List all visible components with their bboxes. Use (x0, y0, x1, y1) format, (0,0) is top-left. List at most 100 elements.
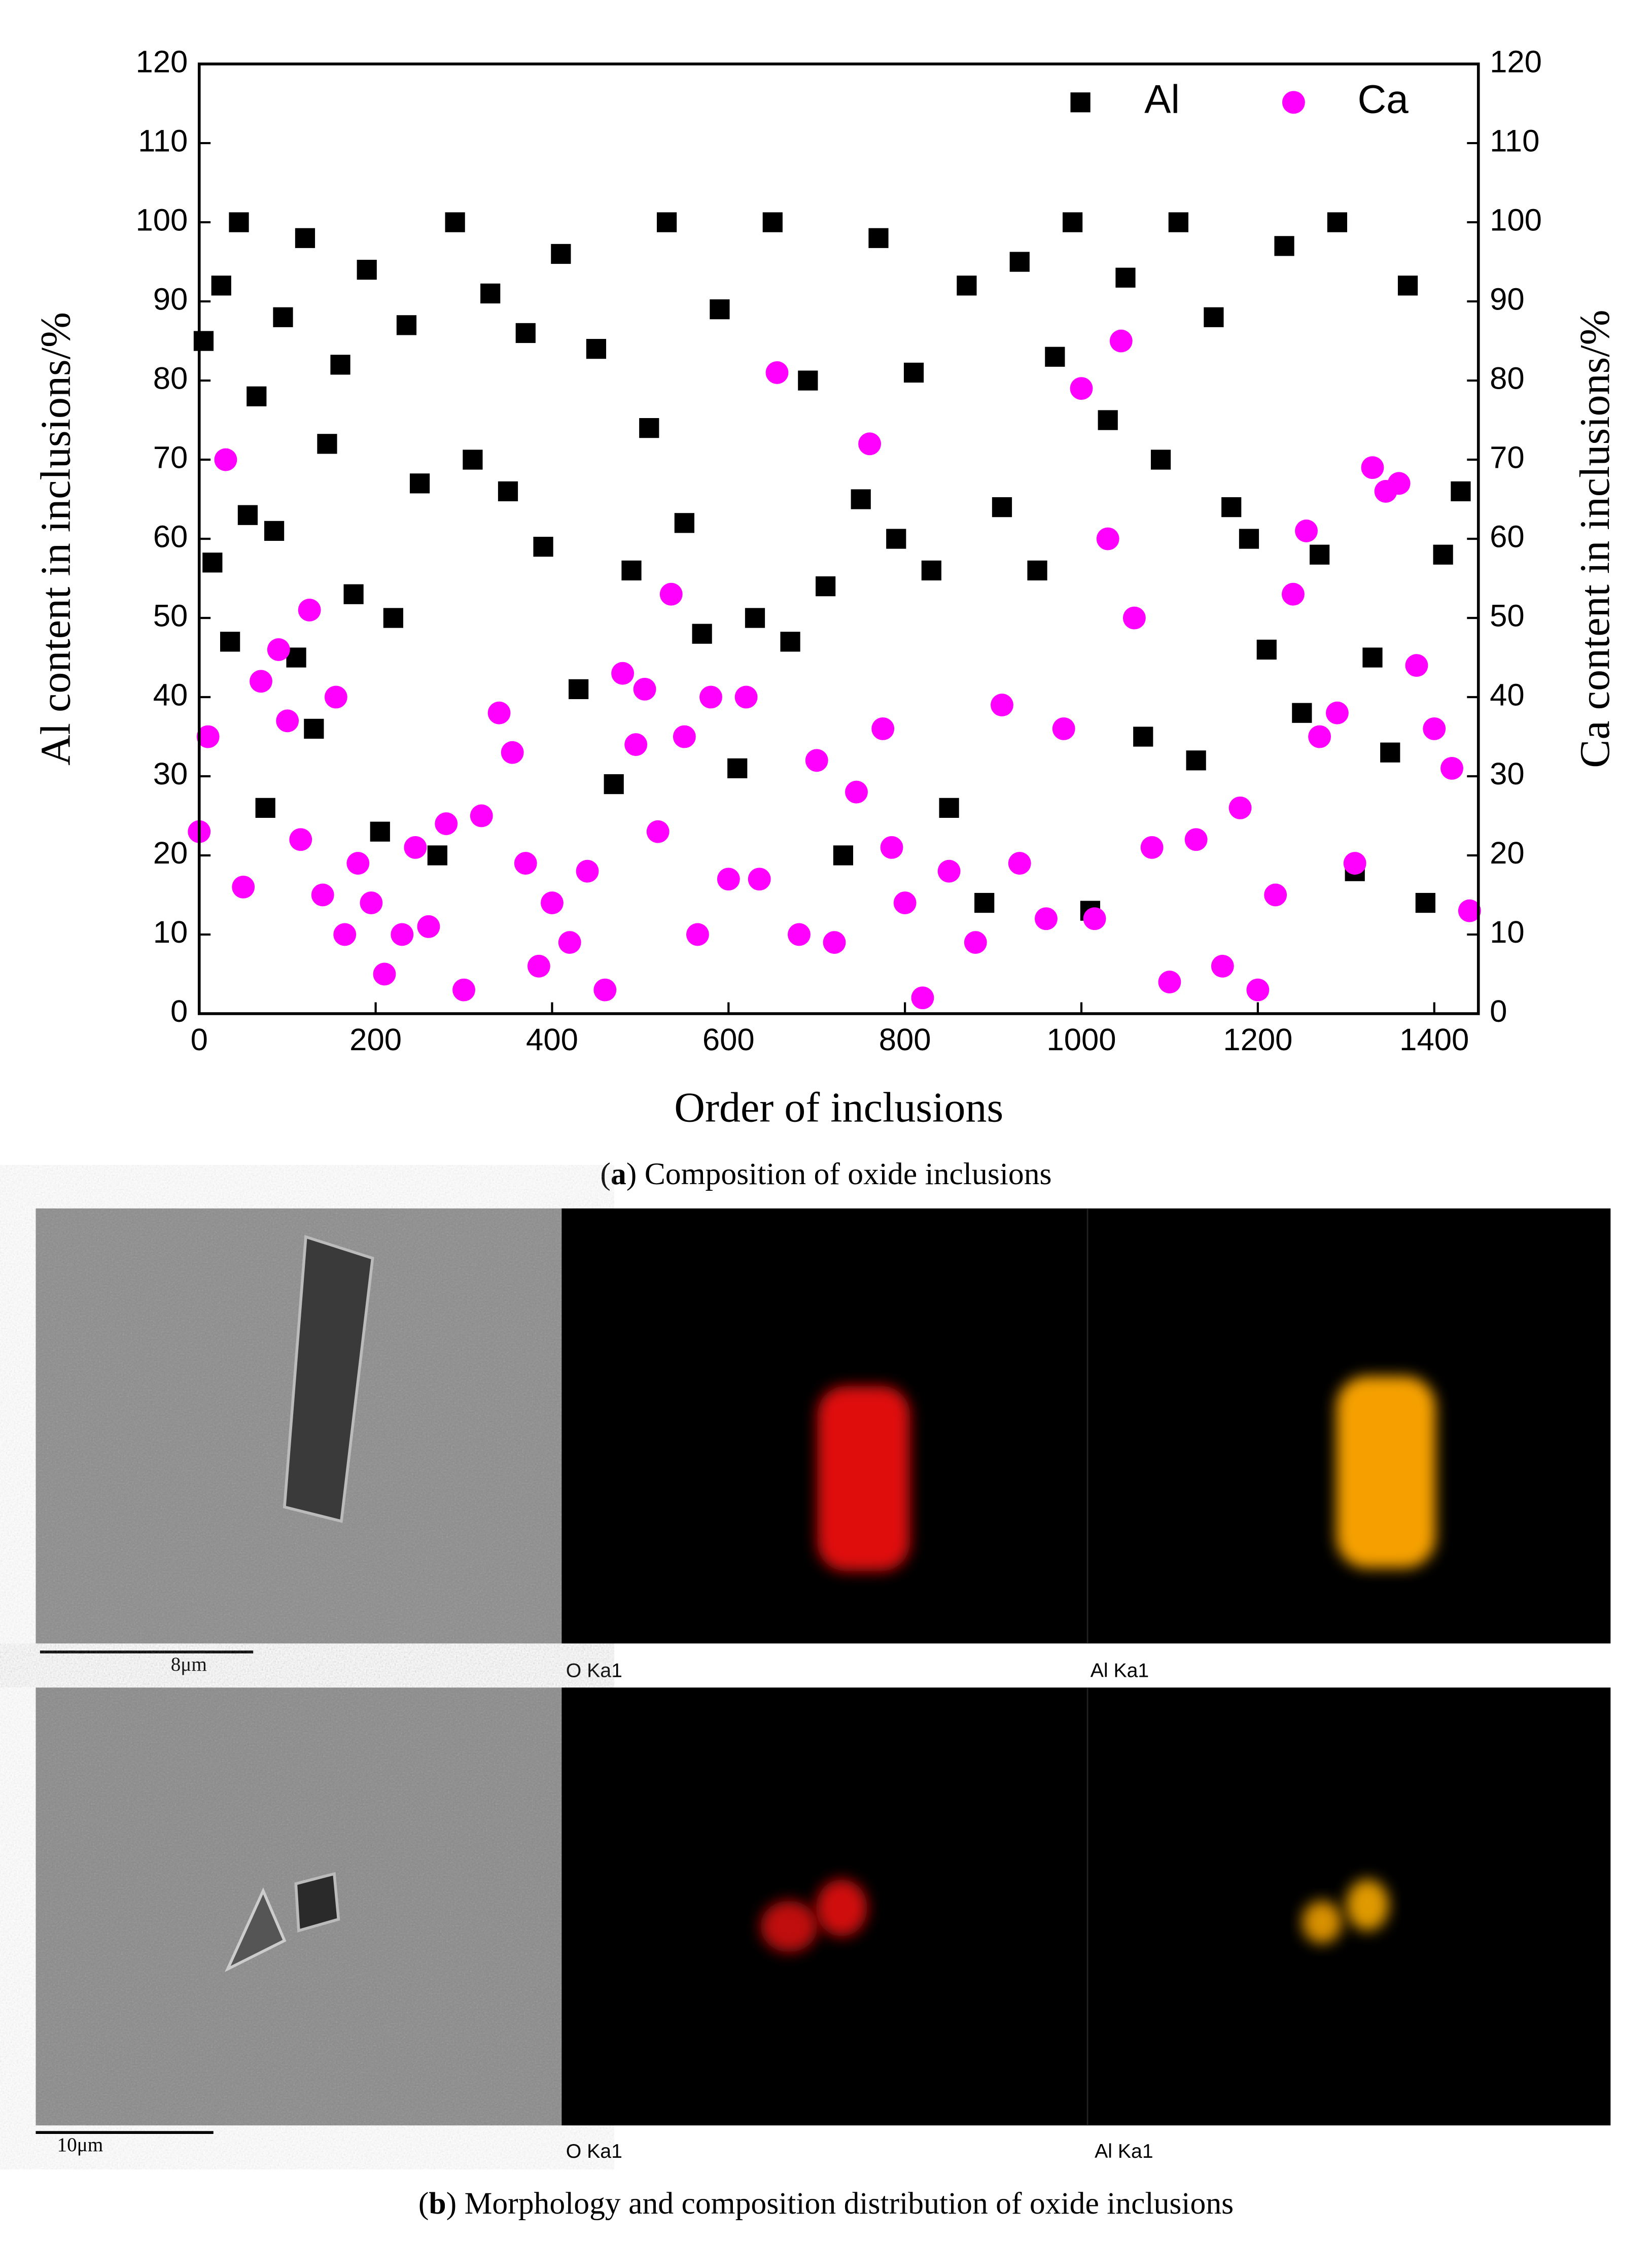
al-point (656, 212, 677, 232)
y2-tick-label: 20 (1490, 836, 1525, 871)
al-point (237, 505, 258, 525)
al-point (1115, 267, 1136, 288)
ca-point (1440, 756, 1463, 780)
ca-point (734, 685, 758, 709)
y2-tick-label: 90 (1490, 282, 1525, 317)
ca-point (487, 701, 511, 725)
ca-point (267, 638, 290, 661)
al-point (692, 624, 712, 644)
y-tick-label: 30 (153, 756, 188, 791)
al-point (445, 212, 465, 232)
y2-tick-label: 60 (1490, 519, 1525, 554)
al-point (193, 331, 214, 351)
al-point (886, 529, 906, 549)
map-label: Al Ka1 (1095, 2140, 1153, 2162)
ca-point (805, 749, 828, 772)
ca-point (699, 685, 722, 709)
ca-point (1035, 907, 1058, 930)
ca-point (1308, 725, 1331, 748)
y2-tick-label: 0 (1490, 994, 1507, 1029)
legend-label: Al (1144, 77, 1180, 121)
y-tick-label: 70 (153, 440, 188, 475)
ca-point (514, 852, 537, 875)
ca-point (633, 677, 656, 701)
ca-point (593, 978, 617, 1002)
al-point (427, 845, 447, 866)
caption-letter: a (611, 1157, 626, 1191)
ca-point (1096, 527, 1119, 550)
ca-point (276, 709, 299, 733)
ca-point (1211, 954, 1234, 978)
ca-point (298, 598, 321, 622)
ca-point (845, 780, 868, 804)
al-point (1292, 703, 1312, 723)
ca-point (558, 931, 581, 954)
ca-point (435, 812, 458, 835)
x-tick-label: 1000 (1046, 1022, 1116, 1057)
al-point (396, 315, 417, 335)
x-tick-label: 1200 (1223, 1022, 1292, 1057)
y-tick-label: 110 (138, 123, 188, 158)
y2-tick-label: 70 (1490, 440, 1525, 475)
al-point (255, 798, 275, 818)
ca-point (417, 915, 440, 938)
ca-point (1423, 717, 1446, 740)
al-point (833, 845, 854, 866)
inclusion (294, 1872, 340, 1933)
al-point (273, 307, 293, 327)
ca-point (1405, 654, 1428, 677)
ca-point (360, 891, 383, 914)
al-point (816, 576, 836, 597)
ca-point (1325, 701, 1349, 725)
eds-maps (561, 1208, 1611, 1644)
al-point (621, 560, 642, 581)
al-point (586, 339, 607, 359)
o-map-blob (816, 1879, 867, 1937)
ca-point (1387, 472, 1411, 495)
y2-tick-label: 120 (1490, 44, 1542, 79)
ca-point (686, 923, 709, 946)
al-point (974, 892, 995, 913)
y2-tick-label: 80 (1490, 361, 1525, 396)
ca-point (470, 804, 493, 827)
ca-point (541, 891, 564, 914)
y-tick-label: 40 (153, 677, 188, 712)
ca-point (1458, 899, 1481, 922)
ca-point (1140, 836, 1164, 859)
caption-open: ( (418, 2186, 429, 2221)
x-tick-label: 200 (349, 1022, 402, 1057)
al-point (330, 355, 350, 375)
x-tick-label: 0 (191, 1022, 208, 1057)
ca-point (871, 717, 895, 740)
legend-marker (1282, 91, 1305, 114)
y-tick-label: 60 (153, 519, 188, 554)
al-point (343, 584, 364, 604)
al-point (604, 774, 624, 795)
al-point (1221, 497, 1242, 518)
al-point (515, 323, 536, 343)
ca-point (527, 954, 550, 978)
scale-label: 10μm (57, 2134, 103, 2156)
y-axis-title: Al content in inclusions/% (32, 312, 79, 766)
ca-point (391, 923, 414, 946)
al-point (1362, 647, 1383, 668)
al-point (1186, 750, 1206, 771)
ca-point (823, 931, 846, 954)
al-point (1009, 252, 1030, 272)
al-point (921, 560, 941, 581)
ca-point (937, 859, 961, 883)
al-point (220, 632, 240, 652)
ca-point (1184, 828, 1208, 851)
ca-point (576, 859, 599, 883)
al-point (1098, 410, 1118, 430)
al-point (1274, 236, 1294, 256)
al-point (1380, 742, 1400, 763)
y2-tick-label: 110 (1490, 123, 1539, 158)
y-tick-label: 50 (153, 598, 188, 633)
al-point (1168, 212, 1188, 232)
ca-point (324, 685, 347, 709)
al-point (1415, 892, 1435, 913)
y2-tick-label: 30 (1490, 756, 1525, 791)
y2-tick-label: 50 (1490, 598, 1525, 633)
ca-point (1343, 852, 1366, 875)
